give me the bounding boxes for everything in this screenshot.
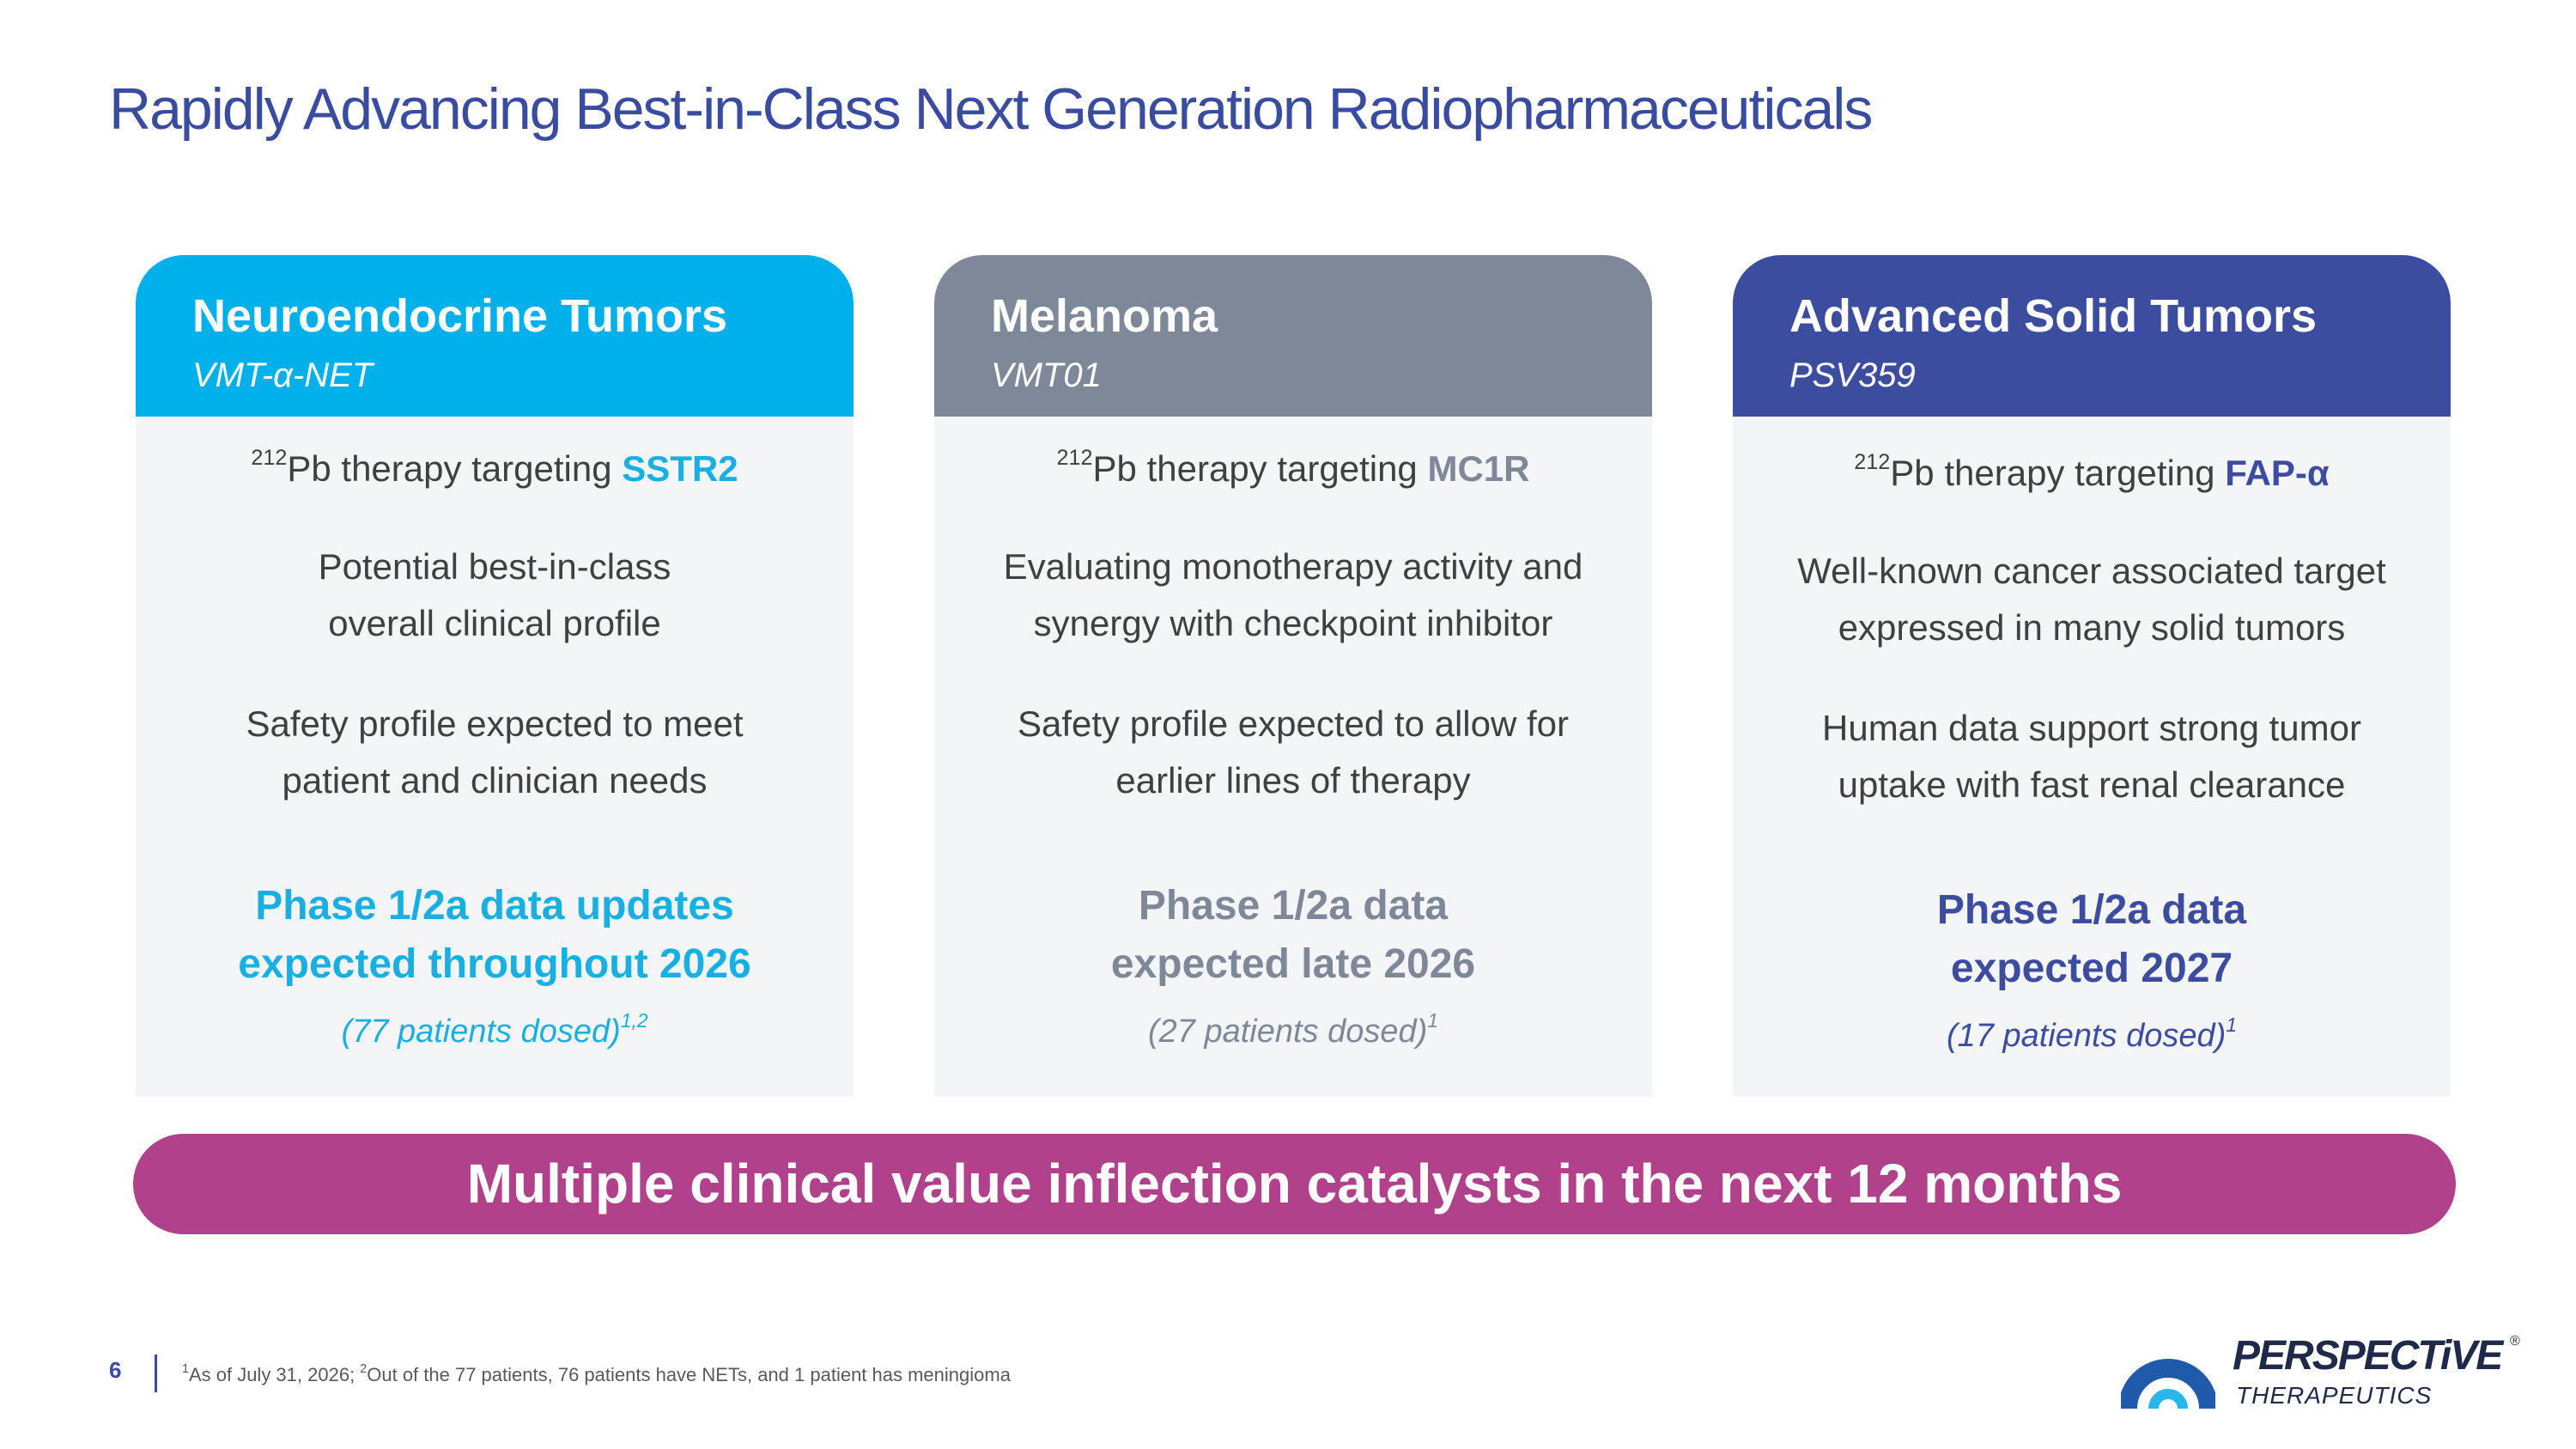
therapy-target: SSTR2: [622, 448, 738, 489]
footnote-text-1: As of July 31, 2026;: [188, 1364, 361, 1385]
slide-title: Rapidly Advancing Best-in-Class Next Gen…: [109, 76, 1873, 142]
phase-line1: Phase 1/2a data updates: [255, 883, 734, 928]
therapy-text: Pb therapy targeting: [1890, 453, 2226, 493]
card-melanoma: Melanoma VMT01 212Pb therapy targeting M…: [934, 255, 1652, 1097]
dosed-footnote-mark: 1: [1427, 1008, 1438, 1032]
card-body: 212Pb therapy targeting FAP-α Well-known…: [1733, 417, 2451, 1097]
therapy-text: Pb therapy targeting: [1092, 448, 1428, 489]
therapy-line: 212Pb therapy targeting MC1R: [934, 441, 1652, 497]
patients-dosed: (27 patients dosed)1: [934, 1003, 1652, 1060]
footer-divider: [155, 1355, 157, 1392]
point2-line2: earlier lines of therapy: [1115, 760, 1471, 801]
phase-line2: expected late 2026: [1110, 941, 1476, 987]
point1-line2: overall clinical profile: [328, 603, 661, 643]
patients-dosed-text: (17 patients dosed): [1946, 1018, 2227, 1054]
card-heading: Neuroendocrine Tumors: [192, 290, 728, 342]
isotope-superscript: 212: [1056, 446, 1093, 471]
card-heading: Advanced Solid Tumors: [1789, 290, 2318, 342]
footnote-text-2: Out of the 77 patients, 76 patients have…: [367, 1364, 1011, 1385]
therapy-text: Pb therapy targeting: [287, 448, 623, 489]
therapy-target: FAP-α: [2225, 453, 2330, 493]
card-body: 212Pb therapy targeting MC1R Evaluating …: [934, 417, 1652, 1097]
point2-line1: Safety profile expected to meet: [246, 703, 744, 744]
point1-line2: expressed in many solid tumors: [1838, 607, 2346, 648]
card-advanced-solid-tumors: Advanced Solid Tumors PSV359 212Pb thera…: [1733, 255, 2451, 1097]
card-subheading: PSV359: [1789, 356, 1916, 394]
phase-line2: expected throughout 2026: [238, 941, 751, 987]
point2-line2: patient and clinician needs: [282, 760, 708, 801]
patients-dosed: (17 patients dosed)1: [1733, 1008, 2451, 1064]
point1-line1: Potential best-in-class: [318, 546, 671, 587]
company-logo: PERSPECTiVE ® THERAPEUTICS: [2121, 1327, 2520, 1413]
card-subheading: VMT-α-NET: [192, 356, 374, 394]
card-header: Melanoma VMT01: [934, 255, 1652, 417]
patients-dosed-text: (77 patients dosed): [341, 1014, 621, 1050]
point2-line2: uptake with fast renal clearance: [1838, 764, 2346, 805]
logo-name: PERSPECTiVE: [2233, 1333, 2503, 1379]
point1-line1: Well-known cancer associated target: [1797, 551, 2386, 591]
logo-tagline: THERAPEUTICS: [2236, 1382, 2433, 1409]
dosed-footnote-mark: 1: [2226, 1013, 2237, 1036]
logo-registered-mark: ®: [2510, 1334, 2520, 1349]
therapy-line: 212Pb therapy targeting SSTR2: [136, 441, 854, 497]
phase-line1: Phase 1/2a data: [1138, 883, 1449, 928]
footnote-mark-1: 1: [182, 1361, 189, 1376]
patients-dosed-text: (27 patients dosed): [1147, 1014, 1428, 1050]
dosed-footnote-mark: 1,2: [620, 1008, 648, 1032]
therapy-line: 212Pb therapy targeting FAP-α: [1733, 445, 2451, 502]
therapy-target: MC1R: [1427, 448, 1530, 489]
patients-dosed: (77 patients dosed)1,2: [136, 1003, 854, 1060]
point2-line1: Safety profile expected to allow for: [1017, 703, 1570, 744]
card-header: Neuroendocrine Tumors VMT-α-NET: [136, 255, 854, 417]
perspective-arch-icon: [2121, 1359, 2215, 1409]
card-heading: Melanoma: [991, 290, 1218, 342]
card-neuroendocrine-tumors: Neuroendocrine Tumors VMT-α-NET 212Pb th…: [136, 255, 854, 1097]
isotope-superscript: 212: [1854, 450, 1891, 475]
phase-line1: Phase 1/2a data: [1936, 887, 2247, 933]
phase-line2: expected 2027: [1950, 946, 2233, 991]
point1-line1: Evaluating monotherapy activity and: [1003, 546, 1583, 587]
point2-line1: Human data support strong tumor: [1822, 708, 2361, 748]
page-number: 6: [109, 1357, 122, 1383]
card-subheading: VMT01: [991, 356, 1102, 394]
isotope-superscript: 212: [251, 446, 288, 471]
footnote: 1As of July 31, 2026; 2Out of the 77 pat…: [182, 1361, 1011, 1386]
catalysts-banner: Multiple clinical value inflection catal…: [133, 1134, 2456, 1234]
card-body: 212Pb therapy targeting SSTR2 Potential …: [136, 417, 854, 1097]
footnote-mark-2: 2: [360, 1361, 368, 1376]
card-header: Advanced Solid Tumors PSV359: [1733, 255, 2451, 417]
point1-line2: synergy with checkpoint inhibitor: [1033, 603, 1553, 643]
